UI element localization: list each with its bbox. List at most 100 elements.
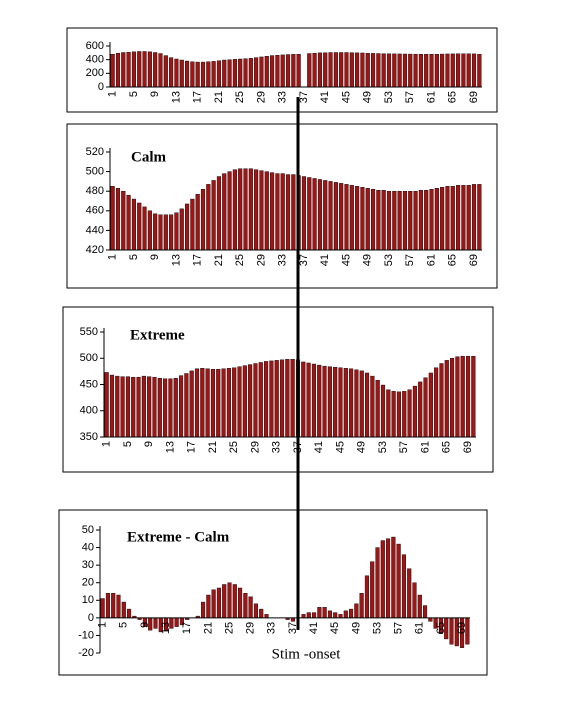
bar [179, 59, 184, 88]
bar [285, 54, 291, 88]
bar [174, 617, 179, 627]
bar [477, 54, 482, 88]
bar [306, 612, 311, 619]
bar [365, 188, 370, 251]
bar [253, 363, 258, 438]
x-tick-label: 61 [414, 622, 426, 634]
y-tick-label: 400 [80, 405, 98, 417]
bar [243, 58, 248, 88]
bar [259, 170, 264, 251]
panel-title: Extreme [130, 327, 185, 343]
bar [424, 190, 429, 251]
bar [355, 186, 360, 251]
bar [210, 369, 216, 438]
bar [227, 171, 232, 251]
y-tick-label: 500 [80, 352, 98, 364]
x-tick-label: 41 [313, 441, 325, 453]
bar [248, 168, 253, 251]
bar [291, 54, 296, 88]
bar [238, 587, 243, 619]
bar [275, 173, 280, 251]
bar [317, 607, 322, 619]
x-tick-label: 29 [245, 622, 257, 634]
bar [158, 53, 163, 88]
bar [195, 61, 200, 88]
bar [450, 53, 455, 88]
bar [429, 54, 434, 88]
bar [343, 368, 348, 438]
bar [169, 214, 174, 251]
annotation: Stim -onset [272, 646, 342, 662]
bar [253, 603, 258, 619]
bar [242, 365, 247, 438]
x-tick-label: 9 [149, 254, 161, 260]
bar [471, 184, 477, 251]
y-tick-label: 440 [86, 224, 104, 236]
bar [477, 184, 482, 251]
y-tick-label: 50 [82, 524, 94, 536]
bar [195, 193, 200, 251]
bar [407, 389, 412, 438]
x-tick-label: 17 [192, 91, 204, 103]
bar [349, 52, 354, 88]
bar [412, 385, 417, 438]
bar [471, 53, 477, 88]
bar [243, 168, 248, 251]
bar [396, 543, 401, 619]
bar [434, 54, 439, 88]
x-tick-label: 21 [202, 622, 214, 634]
y-tick-label: 10 [82, 594, 94, 606]
bar [121, 190, 126, 251]
bar [386, 538, 391, 619]
x-tick-label: 25 [234, 91, 246, 103]
bar [147, 51, 152, 88]
bar [222, 584, 227, 619]
bar [301, 361, 306, 438]
bar [115, 188, 121, 251]
bar [392, 53, 397, 88]
bar [104, 372, 109, 438]
bar [380, 540, 385, 619]
x-tick-label: 53 [371, 622, 383, 634]
x-tick-label: 33 [266, 622, 278, 634]
bar [206, 184, 211, 251]
y-tick-label: 0 [98, 81, 104, 93]
x-tick-label: 5 [118, 622, 130, 628]
y-tick-label: 550 [80, 326, 98, 338]
bar [355, 52, 360, 88]
bar [184, 203, 190, 251]
bar [163, 55, 168, 88]
bar [465, 355, 471, 438]
x-tick-label: 13 [164, 441, 176, 453]
bar [392, 190, 397, 251]
x-tick-label: 57 [404, 254, 416, 266]
bar [418, 190, 423, 251]
bar [121, 601, 126, 619]
bar [360, 187, 365, 251]
bar [307, 53, 312, 88]
bar [428, 617, 433, 622]
bar [222, 59, 227, 88]
bar [339, 183, 344, 251]
x-tick-label: 65 [447, 91, 459, 103]
x-tick-label: 41 [319, 91, 331, 103]
x-tick-label: 49 [356, 441, 368, 453]
bar [200, 189, 206, 251]
bar [291, 174, 296, 251]
bar [449, 617, 454, 645]
x-tick-label: 57 [404, 91, 416, 103]
bar [418, 54, 423, 88]
x-tick-label: 45 [334, 441, 346, 453]
bar [434, 367, 439, 438]
bar [290, 359, 295, 438]
bar [111, 593, 116, 619]
bar [445, 186, 450, 251]
bar [434, 188, 439, 251]
bar [280, 54, 285, 88]
bar [269, 360, 274, 438]
bar [381, 190, 386, 251]
bar [370, 561, 375, 619]
bar [407, 568, 412, 619]
bar [285, 359, 290, 438]
bar [370, 53, 376, 88]
